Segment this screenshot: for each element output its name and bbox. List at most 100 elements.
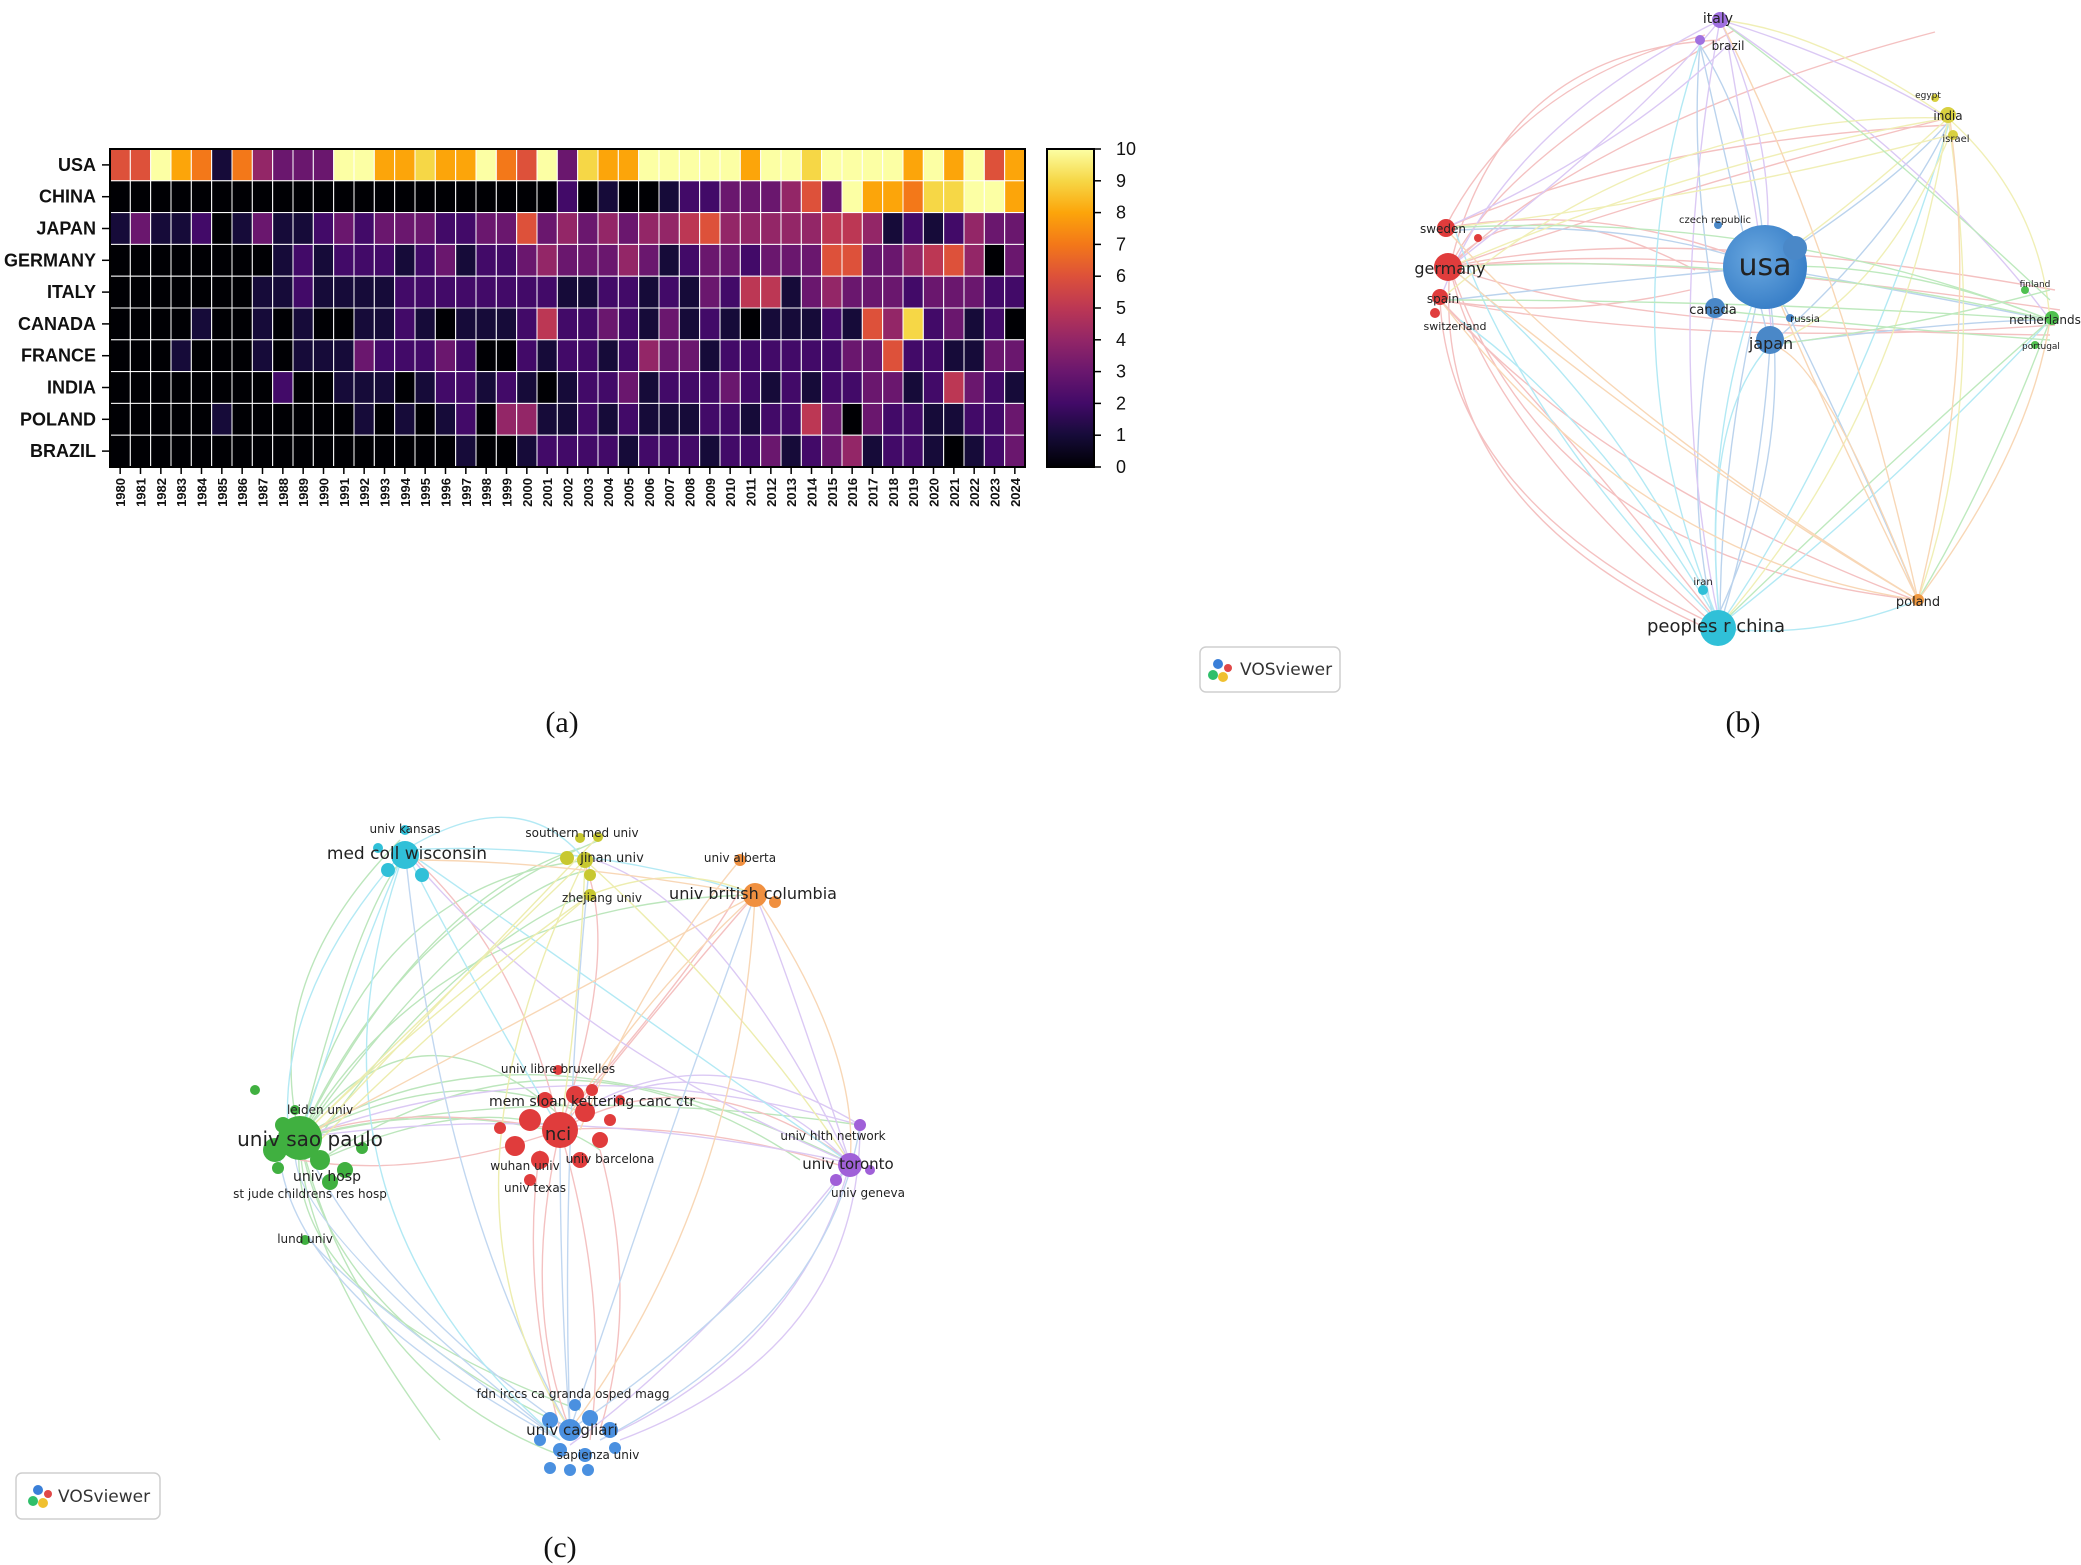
heatmap-cell <box>1004 339 1026 373</box>
node-green-i <box>356 1142 368 1154</box>
heatmap-column-label: 1995 <box>418 478 433 507</box>
label-canada: canada <box>1689 303 1737 318</box>
heatmap-cell <box>312 148 335 182</box>
label-zhejiang: zhejiang univ <box>562 891 642 905</box>
heatmap-cell <box>780 371 802 404</box>
heatmap-cell <box>475 434 497 468</box>
label-finland: finland <box>2020 280 2051 290</box>
vosviewer-badge-b[interactable]: VOSviewer <box>1199 646 1341 693</box>
heatmap-cell <box>190 180 213 214</box>
node-egypt <box>1931 94 1939 102</box>
label-leiden: leiden univ <box>287 1103 353 1117</box>
heatmap-cell <box>190 371 213 404</box>
heatmap-cell <box>760 243 782 277</box>
heatmap-cell <box>658 402 680 436</box>
colorbar-gradient <box>1046 148 1095 468</box>
heatmap-cell <box>699 371 721 404</box>
node-kansas <box>400 825 410 835</box>
heatmap-cell <box>739 434 762 468</box>
heatmap-cell <box>943 275 965 309</box>
node-portugal <box>2031 341 2039 349</box>
label-iran: iran <box>1693 577 1712 588</box>
heatmap-cell <box>719 434 741 468</box>
heatmap-cell <box>902 339 924 373</box>
heatmap-column-label: 1996 <box>439 478 454 507</box>
heatmap-cell <box>556 434 579 468</box>
heatmap-cell <box>170 148 192 182</box>
heatmap-cell <box>597 434 619 468</box>
heatmap-cell <box>455 148 477 182</box>
heatmap-cell <box>109 339 131 373</box>
heatmap-cell <box>943 180 965 214</box>
heatmap-cell <box>719 371 741 404</box>
heatmap-cell <box>312 434 335 468</box>
node-blue-d <box>553 1443 567 1457</box>
node-switzerland <box>1430 308 1440 318</box>
heatmap-cell <box>129 212 152 245</box>
colorbar-tick-label: 4 <box>1116 330 1126 350</box>
heatmap-cell <box>617 275 640 309</box>
heatmap-cell <box>922 402 945 436</box>
heatmap-column-label: 2007 <box>662 478 677 507</box>
heatmap-cell <box>597 307 619 341</box>
node-purple-a <box>865 1165 875 1175</box>
heatmap-cell <box>556 402 579 436</box>
heatmap-cell <box>495 243 518 277</box>
heatmap-cell <box>170 434 192 468</box>
heatmap-cell <box>353 243 375 277</box>
heatmap-column-label: 2002 <box>561 478 576 507</box>
colorbar-tick-label: 2 <box>1116 393 1126 413</box>
heatmap-cell <box>780 339 802 373</box>
heatmap-column-label: 2009 <box>703 478 718 507</box>
heatmap-column-label: 1991 <box>337 478 352 507</box>
institution-network-labels: univ sao paulo leiden univ univ hosp st … <box>233 822 905 1462</box>
heatmap-cell <box>516 243 538 277</box>
heatmap-cell <box>211 243 233 277</box>
heatmap-column-label: 1992 <box>357 478 372 507</box>
heatmap-cell <box>170 339 192 373</box>
institution-network-nodes <box>250 825 875 1476</box>
country-network-panel: usa germany sweden spain switzerland jap… <box>1199 11 2081 739</box>
heatmap-cell <box>150 180 172 214</box>
heatmap-cell <box>353 275 375 309</box>
node-green-f <box>250 1085 260 1095</box>
heatmap-cell <box>699 212 721 245</box>
heatmap-cell <box>678 148 701 182</box>
heatmap-cell <box>394 275 416 309</box>
heatmap-cell <box>150 434 172 468</box>
heatmap-cell <box>333 434 355 468</box>
heatmap-cell <box>455 339 477 373</box>
heatmap-cell <box>312 339 335 373</box>
node-china <box>1700 610 1736 646</box>
heatmap-cell <box>861 371 884 404</box>
heatmap-cell <box>292 339 314 373</box>
node-finland <box>2021 286 2029 294</box>
heatmap-cell <box>577 371 599 404</box>
heatmap-column-label: 2000 <box>520 478 535 507</box>
node-wisconsin <box>391 841 419 869</box>
heatmap-cell <box>373 212 396 245</box>
heatmap-cell <box>658 180 680 214</box>
vosviewer-badge-c[interactable]: VOSviewer <box>15 1472 161 1520</box>
heatmap-cell <box>353 434 375 468</box>
heatmap-cell <box>678 307 701 341</box>
label-germany: germany <box>1414 259 1485 278</box>
heatmap-cell <box>638 212 660 245</box>
heatmap-cell <box>414 148 436 182</box>
node-czech <box>1714 221 1722 229</box>
heatmap-cell <box>333 180 355 214</box>
heatmap-cell <box>699 148 721 182</box>
heatmap-cell <box>333 371 355 404</box>
country-network-nodes <box>1430 12 2059 646</box>
heatmap-row-label: FRANCE <box>21 346 96 366</box>
heatmap-cell <box>983 402 1006 436</box>
label-china: peoples r china <box>1647 616 1785 637</box>
heatmap-cell <box>739 371 762 404</box>
heatmap-cell <box>699 243 721 277</box>
node-red-i <box>604 1114 616 1126</box>
heatmap-cell <box>414 371 436 404</box>
heatmap-cell <box>821 180 843 214</box>
heatmap-row-label: CANADA <box>18 314 96 334</box>
colorbar-tick-label: 6 <box>1116 266 1126 286</box>
heatmap-cell <box>129 339 152 373</box>
